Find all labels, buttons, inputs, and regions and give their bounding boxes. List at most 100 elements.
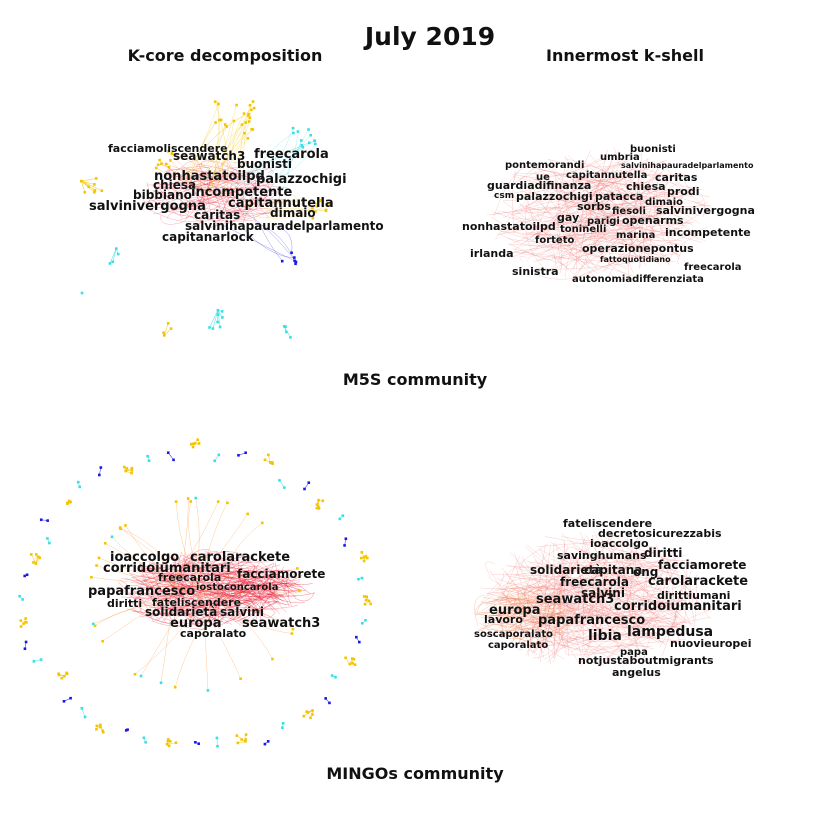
m5s-shell-node-label: palazzochigi — [516, 190, 593, 203]
m5s-shell-node-label: dimaio — [645, 197, 683, 208]
m5s-gold-right-edge — [265, 208, 316, 212]
mingos-ring-pair-node — [343, 544, 346, 547]
mingos-shell-edge — [544, 580, 561, 648]
mingos-ring-cluster-node — [124, 469, 128, 473]
m5s-core-edge — [152, 198, 223, 209]
m5s-shell-edge — [587, 202, 634, 244]
mingos-shell-edge-orange — [515, 607, 536, 624]
m5s-cluster-b-node — [116, 252, 120, 256]
m5s-cluster-a-node — [100, 189, 104, 193]
m5s-core-edge — [189, 194, 238, 198]
m5s-core-edge — [260, 178, 269, 203]
m5s-shell-edge — [630, 172, 677, 199]
m5s-gold-left-edge — [158, 164, 190, 191]
mingos-ring-pair-node — [126, 728, 129, 731]
m5s-shell-edge — [624, 210, 680, 251]
mingos-core-edge — [143, 560, 240, 603]
mingos-ring-cluster-node — [344, 656, 347, 660]
m5s-shell-edge — [632, 185, 656, 234]
mingos-inner-fan-node — [93, 624, 97, 628]
mingos-inner-fan-node — [194, 496, 198, 500]
m5s-gold-fan-edge — [220, 109, 252, 167]
m5s-shell-edge — [541, 173, 568, 197]
mingos-shell-edge — [520, 568, 608, 653]
mingos-shell-edge — [480, 571, 592, 590]
mingos-core-edge — [152, 619, 211, 627]
mingos-core-edge — [126, 608, 214, 616]
m5s-gold-fan-edge — [191, 113, 249, 171]
mingos-shell-node-label: ioaccolgo — [590, 537, 649, 550]
mingos-shell-edge-orange — [533, 605, 540, 615]
mingos-core-edge — [203, 562, 275, 609]
mingos-shell-edge — [546, 532, 616, 625]
mingos-core-edge — [171, 585, 196, 611]
mingos-shell-edge-orange — [514, 607, 575, 615]
m5s-core-edge — [217, 175, 234, 225]
mingos-shell-edge — [537, 546, 570, 636]
mingos-shell-edge-orange — [517, 614, 527, 635]
mingos-ring-cluster-node — [166, 739, 170, 743]
m5s-community-label: M5S community — [342, 370, 488, 389]
m5s-shell-edge — [563, 173, 635, 199]
mingos-shell-edge — [583, 542, 677, 566]
mingos-shell-edge-orange — [484, 623, 524, 640]
m5s-gold-fan-node — [251, 100, 255, 103]
m5s-core-edge — [262, 168, 272, 172]
m5s-shell-edge — [604, 207, 691, 222]
mingos-core-edge — [184, 555, 195, 568]
mingos-shell-edge — [488, 576, 558, 652]
m5s-core-edge — [201, 167, 223, 185]
mingos-inner-fan-edge — [134, 596, 203, 675]
mingos-shell-edge — [559, 567, 625, 575]
mingos-ring-cluster-node — [99, 723, 102, 727]
mingos-shell-edge — [681, 560, 687, 576]
mingos-shell-edge — [532, 647, 555, 659]
mingos-inner-fan-edge — [197, 513, 248, 580]
mingos-ring-pair-node — [62, 699, 66, 703]
mingos-core-edge — [150, 598, 264, 612]
m5s-core-edge — [167, 211, 193, 219]
mingos-ring-cluster-node — [98, 725, 102, 729]
mingos-shell-edge-orange — [487, 615, 517, 628]
m5s-shell-edge — [573, 149, 619, 230]
mingos-core-edge-right — [225, 583, 277, 597]
mingos-shell-edge — [505, 578, 667, 637]
mingos-shell-edge — [623, 536, 686, 622]
m5s-shell-edge — [589, 173, 607, 231]
m5s-shell-edge — [554, 168, 624, 243]
m5s-core-edge — [228, 190, 247, 199]
mingos-core-edge — [121, 578, 261, 602]
mingos-shell-edge — [527, 595, 569, 609]
m5s-cyan-fan-edge — [274, 143, 316, 181]
mingos-ring-pair-node — [172, 458, 175, 462]
m5s-core-edge — [224, 209, 251, 212]
m5s-core-edge — [162, 176, 209, 188]
m5s-cluster-a-node — [79, 179, 83, 183]
mingos-shell-node-label: decretosicurezzabis — [598, 527, 722, 540]
mingos-core-edge — [207, 574, 285, 596]
mingos-ring-cluster-node — [19, 625, 23, 628]
mingos-shell-edge — [553, 560, 597, 663]
mingos-ring-pair-node — [146, 454, 149, 458]
m5s-cluster-b-node — [114, 247, 118, 250]
mingos-core-edge — [155, 577, 226, 582]
mingos-ring-pair-node — [360, 621, 364, 625]
mingos-ring-cluster-node — [321, 499, 325, 503]
m5s-core-edge — [238, 194, 256, 204]
m5s-shell-edge — [593, 213, 615, 247]
mingos-shell-edge — [533, 552, 573, 654]
m5s-gold-left-edge — [159, 159, 215, 202]
mingos-core-edge — [194, 557, 218, 608]
mingos-ring-cluster-node — [22, 622, 25, 625]
m5s-shell-edge — [602, 203, 688, 214]
m5s-cyan-fan-node — [292, 131, 295, 135]
mingos-core-edge — [167, 555, 232, 591]
mingos-core-edge — [157, 601, 167, 624]
mingos-core-edge — [142, 569, 182, 580]
m5s-shell-edge — [589, 154, 654, 260]
mingos-shell-edge — [655, 543, 692, 626]
m5s-gold-right-node — [313, 210, 317, 213]
m5s-cluster-a-node — [93, 190, 96, 194]
m5s-core-edge — [165, 170, 189, 194]
mingos-shell-edge — [561, 570, 572, 580]
